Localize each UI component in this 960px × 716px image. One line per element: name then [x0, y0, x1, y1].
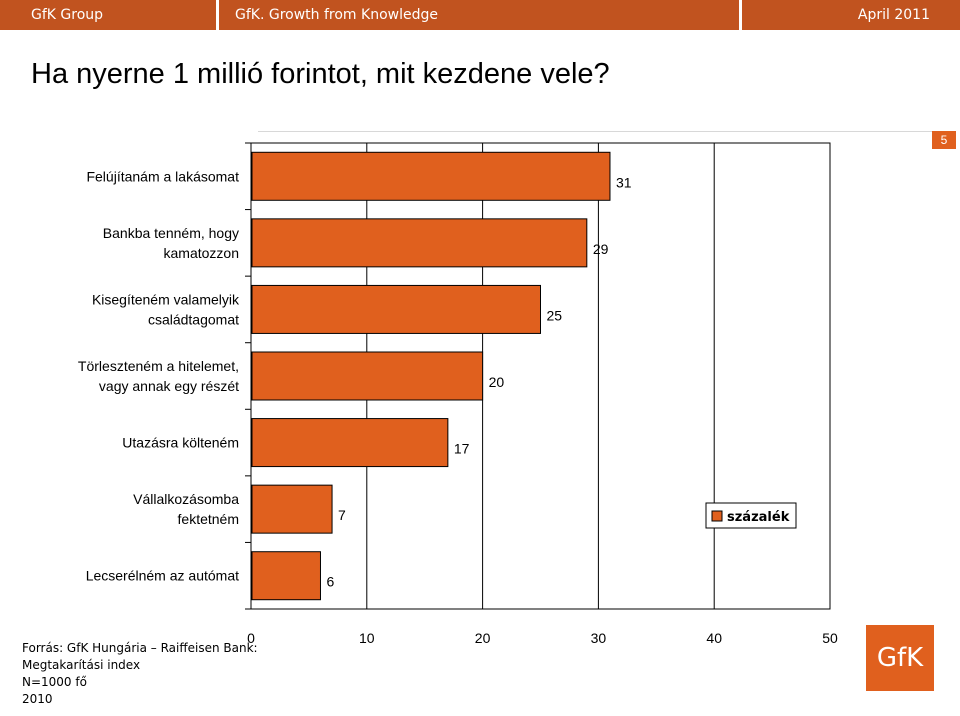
- data-label: 20: [489, 374, 505, 390]
- category-label: Felújítanám a lakásomat: [86, 168, 239, 184]
- header-slogan: GfK. Growth from Knowledge: [219, 0, 739, 30]
- bar: [251, 218, 588, 268]
- gfk-logo: GfK: [866, 625, 934, 691]
- category-label: Utazásra költeném: [122, 435, 239, 451]
- legend-swatch: [711, 510, 723, 522]
- x-tick-label: 0: [247, 630, 255, 646]
- header-bar: GfK Group GfK. Growth from Knowledge Apr…: [0, 0, 960, 30]
- category-label-line: fektetném: [178, 511, 239, 527]
- category-label: Kisegíteném valamelyik családtagomat: [92, 291, 240, 327]
- category-label: Bankba tenném, hogy kamatozzon: [103, 225, 239, 261]
- data-label: 25: [547, 307, 563, 323]
- data-label: 29: [593, 241, 609, 257]
- category-label-line: kamatozzon: [164, 245, 239, 261]
- category-label: Vállalkozásomba fektetném: [133, 491, 239, 527]
- category-label-line: Utazásra költeném: [122, 435, 239, 451]
- bar: [251, 484, 333, 534]
- category-label-line: családtagomat: [148, 311, 239, 327]
- category-label-line: Lecserélném az autómat: [86, 568, 239, 584]
- page-title: Ha nyerne 1 millió forintot, mit kezdene…: [31, 58, 610, 90]
- x-tick-label: 40: [706, 630, 722, 646]
- bar: [251, 151, 611, 201]
- data-label: 17: [454, 441, 470, 457]
- source-line-4: 2010: [22, 692, 53, 706]
- x-tick-label: 20: [475, 630, 491, 646]
- category-label: Törleszteném a hitelemet, vagy annak egy …: [78, 358, 239, 394]
- source-line-2: Megtakarítási index: [22, 658, 141, 672]
- category-label-line: Vállalkozásomba: [133, 491, 239, 507]
- category-label-line: vagy annak egy részét: [99, 378, 239, 394]
- source-line-1: Forrás: GfK Hungária – Raiffeisen Bank:: [22, 641, 258, 655]
- header-date: April 2011: [742, 0, 960, 30]
- data-label: 31: [616, 174, 632, 190]
- x-tick-label: 50: [822, 630, 838, 646]
- bar: [251, 418, 449, 468]
- legend-label: százalék: [727, 510, 790, 525]
- page-number: 5: [932, 131, 956, 149]
- x-tick-label: 30: [591, 630, 607, 646]
- header-company: GfK Group: [0, 0, 216, 30]
- divider: [258, 131, 956, 132]
- bar: [251, 284, 541, 334]
- category-label-line: Kisegíteném valamelyik: [92, 291, 240, 307]
- category-label: Lecserélném az autómat: [86, 568, 239, 584]
- data-label: 7: [338, 507, 346, 523]
- source-line-3: N=1000 fő: [22, 675, 87, 689]
- x-tick-label: 10: [359, 630, 375, 646]
- data-label: 6: [326, 574, 334, 590]
- category-label-line: Felújítanám a lakásomat: [86, 168, 239, 184]
- bar: [251, 551, 321, 601]
- category-label-line: Bankba tenném, hogy: [103, 225, 239, 241]
- category-label-line: Törleszteném a hitelemet,: [78, 358, 239, 374]
- bar: [251, 351, 484, 401]
